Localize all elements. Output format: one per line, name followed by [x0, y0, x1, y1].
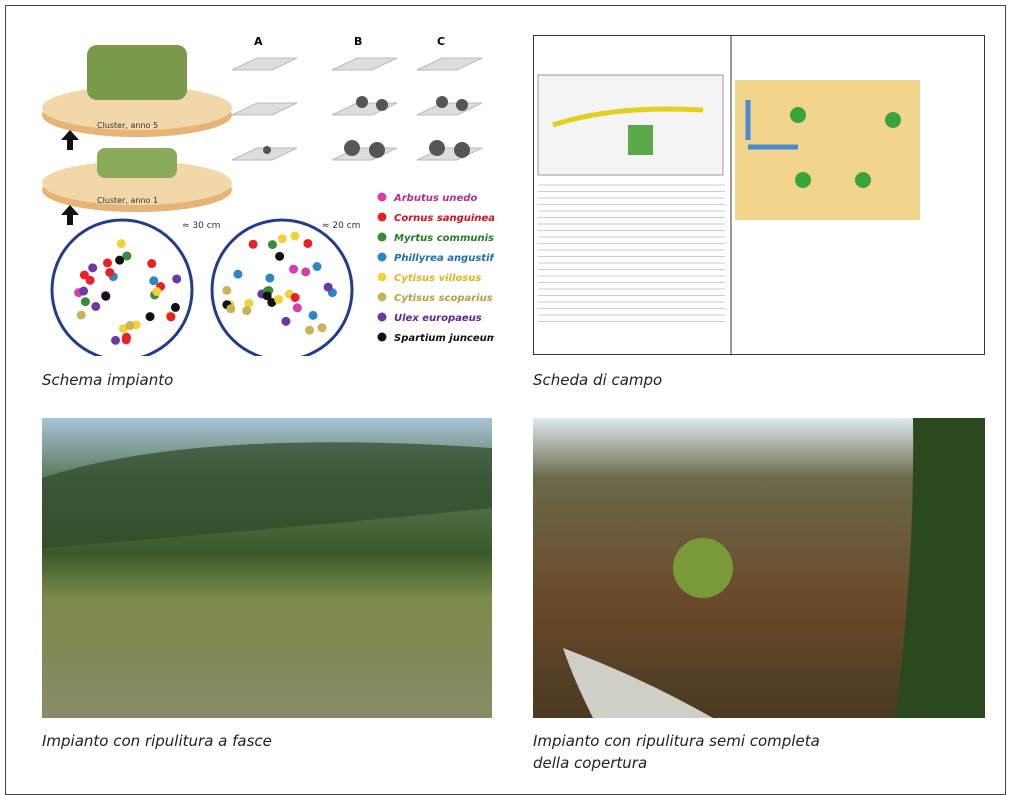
plant-dot	[116, 239, 126, 249]
panel-label: C	[437, 35, 445, 48]
plant-dot	[289, 264, 299, 274]
plant-dot	[222, 285, 232, 295]
caption: della copertura	[533, 754, 648, 772]
legend-swatch	[377, 252, 387, 262]
plant-dot	[166, 312, 176, 322]
legend-label: Ulex europaeus	[394, 313, 482, 324]
legend-swatch	[377, 312, 387, 322]
plant-dot	[103, 258, 113, 268]
spacing-label: ≈ 30 cm	[182, 221, 220, 231]
legend-label: Cornus sanguinea	[394, 213, 494, 224]
plant-dot	[91, 301, 101, 311]
plant-dot	[122, 251, 132, 261]
plant-dot	[125, 321, 135, 331]
plant-dot	[248, 239, 258, 249]
plant-dot	[172, 274, 182, 284]
legend-label: Cytisus scoparius	[394, 293, 493, 304]
plant-dot	[170, 302, 180, 312]
plant-dot	[242, 306, 252, 316]
plant-dot	[290, 231, 300, 241]
plant-dot	[265, 273, 275, 283]
legend-swatch	[377, 332, 387, 342]
legend-swatch	[377, 192, 387, 202]
plant-dot	[101, 291, 111, 301]
plant-dot	[76, 310, 86, 320]
legend-label: Phillyrea angustifolia	[394, 253, 494, 264]
plant-dot	[85, 275, 95, 285]
plant-dot	[277, 234, 287, 244]
plant-dot	[308, 310, 318, 320]
plant-dot	[290, 293, 300, 303]
plant-dot	[323, 282, 333, 292]
plant-dot	[88, 263, 98, 273]
plant-dot	[312, 262, 322, 272]
plant-dot	[147, 259, 157, 269]
legend-label: Arbutus unedo	[393, 193, 477, 204]
caption: Impianto con ripulitura semi completa	[533, 732, 820, 750]
plant-dot	[275, 251, 285, 261]
caption: Scheda di campo	[533, 371, 663, 389]
plant-dot	[79, 286, 89, 296]
plant-dot	[244, 298, 254, 308]
spacing-label: ≈ 20 cm	[322, 221, 360, 231]
plant-dot	[226, 304, 236, 314]
cluster-label: Cluster, anno 5	[97, 121, 158, 130]
caption: Schema impianto	[42, 371, 174, 389]
plant-dot	[152, 287, 162, 297]
plant-dot	[281, 316, 291, 326]
legend-label: Cytisus villosus	[394, 273, 481, 284]
planting-diagram: Cluster, anno 5 Cluster, anno 1 ≈ 30 cm …	[42, 30, 494, 356]
legend-swatch	[377, 292, 387, 302]
plant-dot	[111, 335, 121, 345]
plant-dot	[105, 267, 115, 277]
plant-dot	[79, 270, 89, 280]
panel-label: B	[354, 35, 362, 48]
legend-swatch	[377, 212, 387, 222]
field-sheet	[533, 35, 985, 355]
plant-dot	[301, 267, 311, 277]
plant-dot	[115, 255, 125, 265]
legend-swatch	[377, 272, 387, 282]
plant-dot	[303, 238, 313, 248]
photo-strip-clearing	[42, 418, 492, 718]
plant-dot	[145, 312, 155, 322]
plant-dot	[121, 335, 131, 345]
plant-dot	[267, 297, 277, 307]
legend-swatch	[377, 232, 387, 242]
plant-dot	[274, 294, 284, 304]
plant-dot	[305, 325, 315, 335]
plant-dot	[267, 240, 277, 250]
plant-dot	[233, 269, 243, 279]
caption: Impianto con ripulitura a fasce	[42, 732, 272, 750]
plant-dot	[80, 297, 90, 307]
plant-dot	[262, 291, 272, 301]
plant-dot	[317, 323, 327, 333]
legend-label: Myrtus communis	[394, 233, 494, 244]
panel-label: A	[254, 35, 263, 48]
legend-label: Spartium junceum	[394, 333, 494, 344]
plant-dot	[149, 276, 159, 286]
photo-semi-complete-clearing	[533, 418, 985, 718]
plant-dot	[292, 303, 302, 313]
cluster-label: Cluster, anno 1	[97, 196, 158, 205]
